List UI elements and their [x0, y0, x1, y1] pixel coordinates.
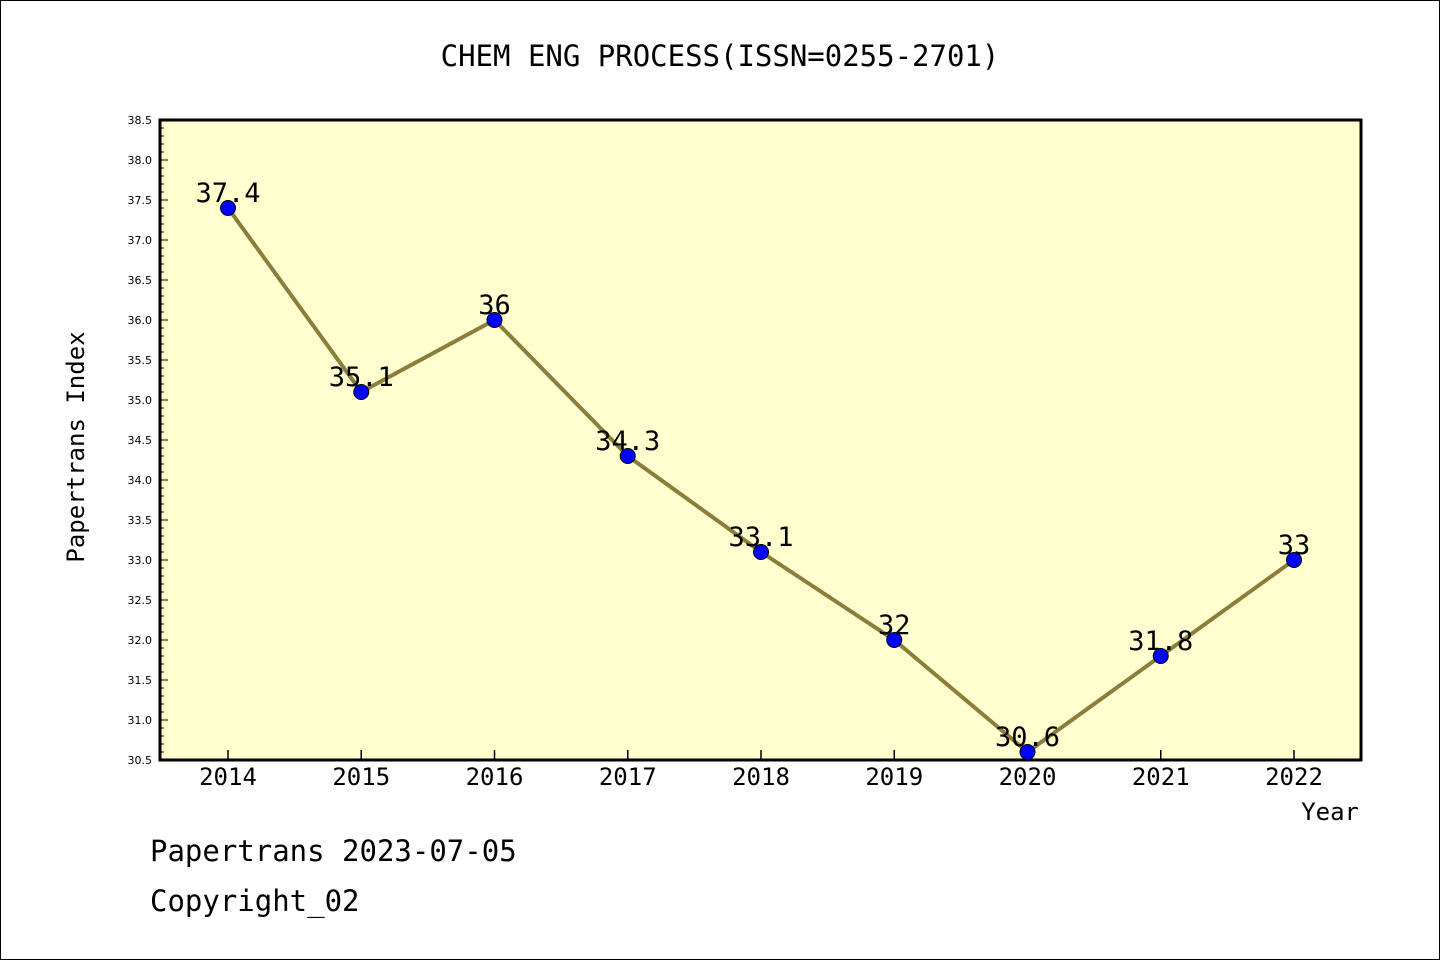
y-tick-label: 32.0	[128, 634, 153, 647]
y-axis-label: Papertrans Index	[62, 331, 90, 562]
x-tick-label: 2016	[466, 763, 524, 791]
data-label: 37.4	[195, 178, 260, 209]
chart-title: CHEM ENG PROCESS(ISSN=0255-2701)	[441, 39, 1000, 73]
y-tick-label: 36.0	[128, 314, 153, 327]
y-tick-label: 36.5	[128, 274, 153, 287]
y-axis-ticks: 30.5 31.0 31.5 32.0 32.5 33.0 33.5 34.0 34.5 35.0…	[128, 114, 168, 767]
data-point	[1286, 552, 1302, 568]
y-tick-label: 35.5	[128, 354, 153, 367]
footer-date: Papertrans 2023-07-05	[150, 834, 517, 868]
footer-copyright: Copyright_02	[150, 884, 360, 918]
y-tick-label: 30.5	[128, 754, 153, 767]
y-tick-label: 31.0	[128, 714, 153, 727]
y-tick-label: 33.0	[128, 554, 153, 567]
y-tick-label: 38.0	[128, 154, 153, 167]
x-tick-label: 2020	[999, 763, 1057, 791]
y-tick-label: 35.0	[128, 394, 153, 407]
data-label: 30.6	[995, 722, 1060, 753]
y-tick-label: 33.5	[128, 514, 153, 527]
data-point	[220, 200, 236, 216]
plot-area	[158, 118, 1363, 762]
data-point	[486, 312, 503, 328]
data-label: 35.1	[329, 362, 394, 393]
data-point	[1019, 744, 1036, 760]
data-label: 34.3	[595, 426, 660, 457]
data-label: 32	[878, 610, 911, 641]
x-tick-label: 2014	[199, 763, 257, 791]
data-point	[619, 448, 636, 464]
data-label: 33	[1278, 530, 1311, 561]
data-series: 37.4 35.1 36 34.3 33.1 32 30.6 31.8 33	[195, 178, 1310, 760]
data-label: 31.8	[1128, 626, 1193, 657]
x-tick-label: 2022	[1265, 763, 1323, 791]
x-tick-label: 2019	[865, 763, 923, 791]
x-tick-label: 2015	[332, 763, 390, 791]
data-point	[1152, 648, 1169, 664]
data-point	[886, 632, 903, 648]
y-tick-label: 32.5	[128, 594, 153, 607]
y-tick-label: 37.5	[128, 194, 153, 207]
y-tick-label: 38.5	[128, 114, 153, 127]
data-point	[353, 384, 370, 400]
data-point	[753, 544, 769, 560]
x-tick-label: 2017	[599, 763, 657, 791]
y-tick-label: 37.0	[128, 234, 153, 247]
y-tick-label: 34.0	[128, 474, 153, 487]
data-label: 36	[478, 290, 511, 321]
x-tick-label: 2021	[1132, 763, 1190, 791]
y-tick-label: 31.5	[128, 674, 153, 687]
data-label: 33.1	[728, 522, 793, 553]
x-axis-label: Year	[1301, 798, 1359, 826]
x-tick-label: 2018	[732, 763, 790, 791]
y-tick-label: 34.5	[128, 434, 153, 447]
